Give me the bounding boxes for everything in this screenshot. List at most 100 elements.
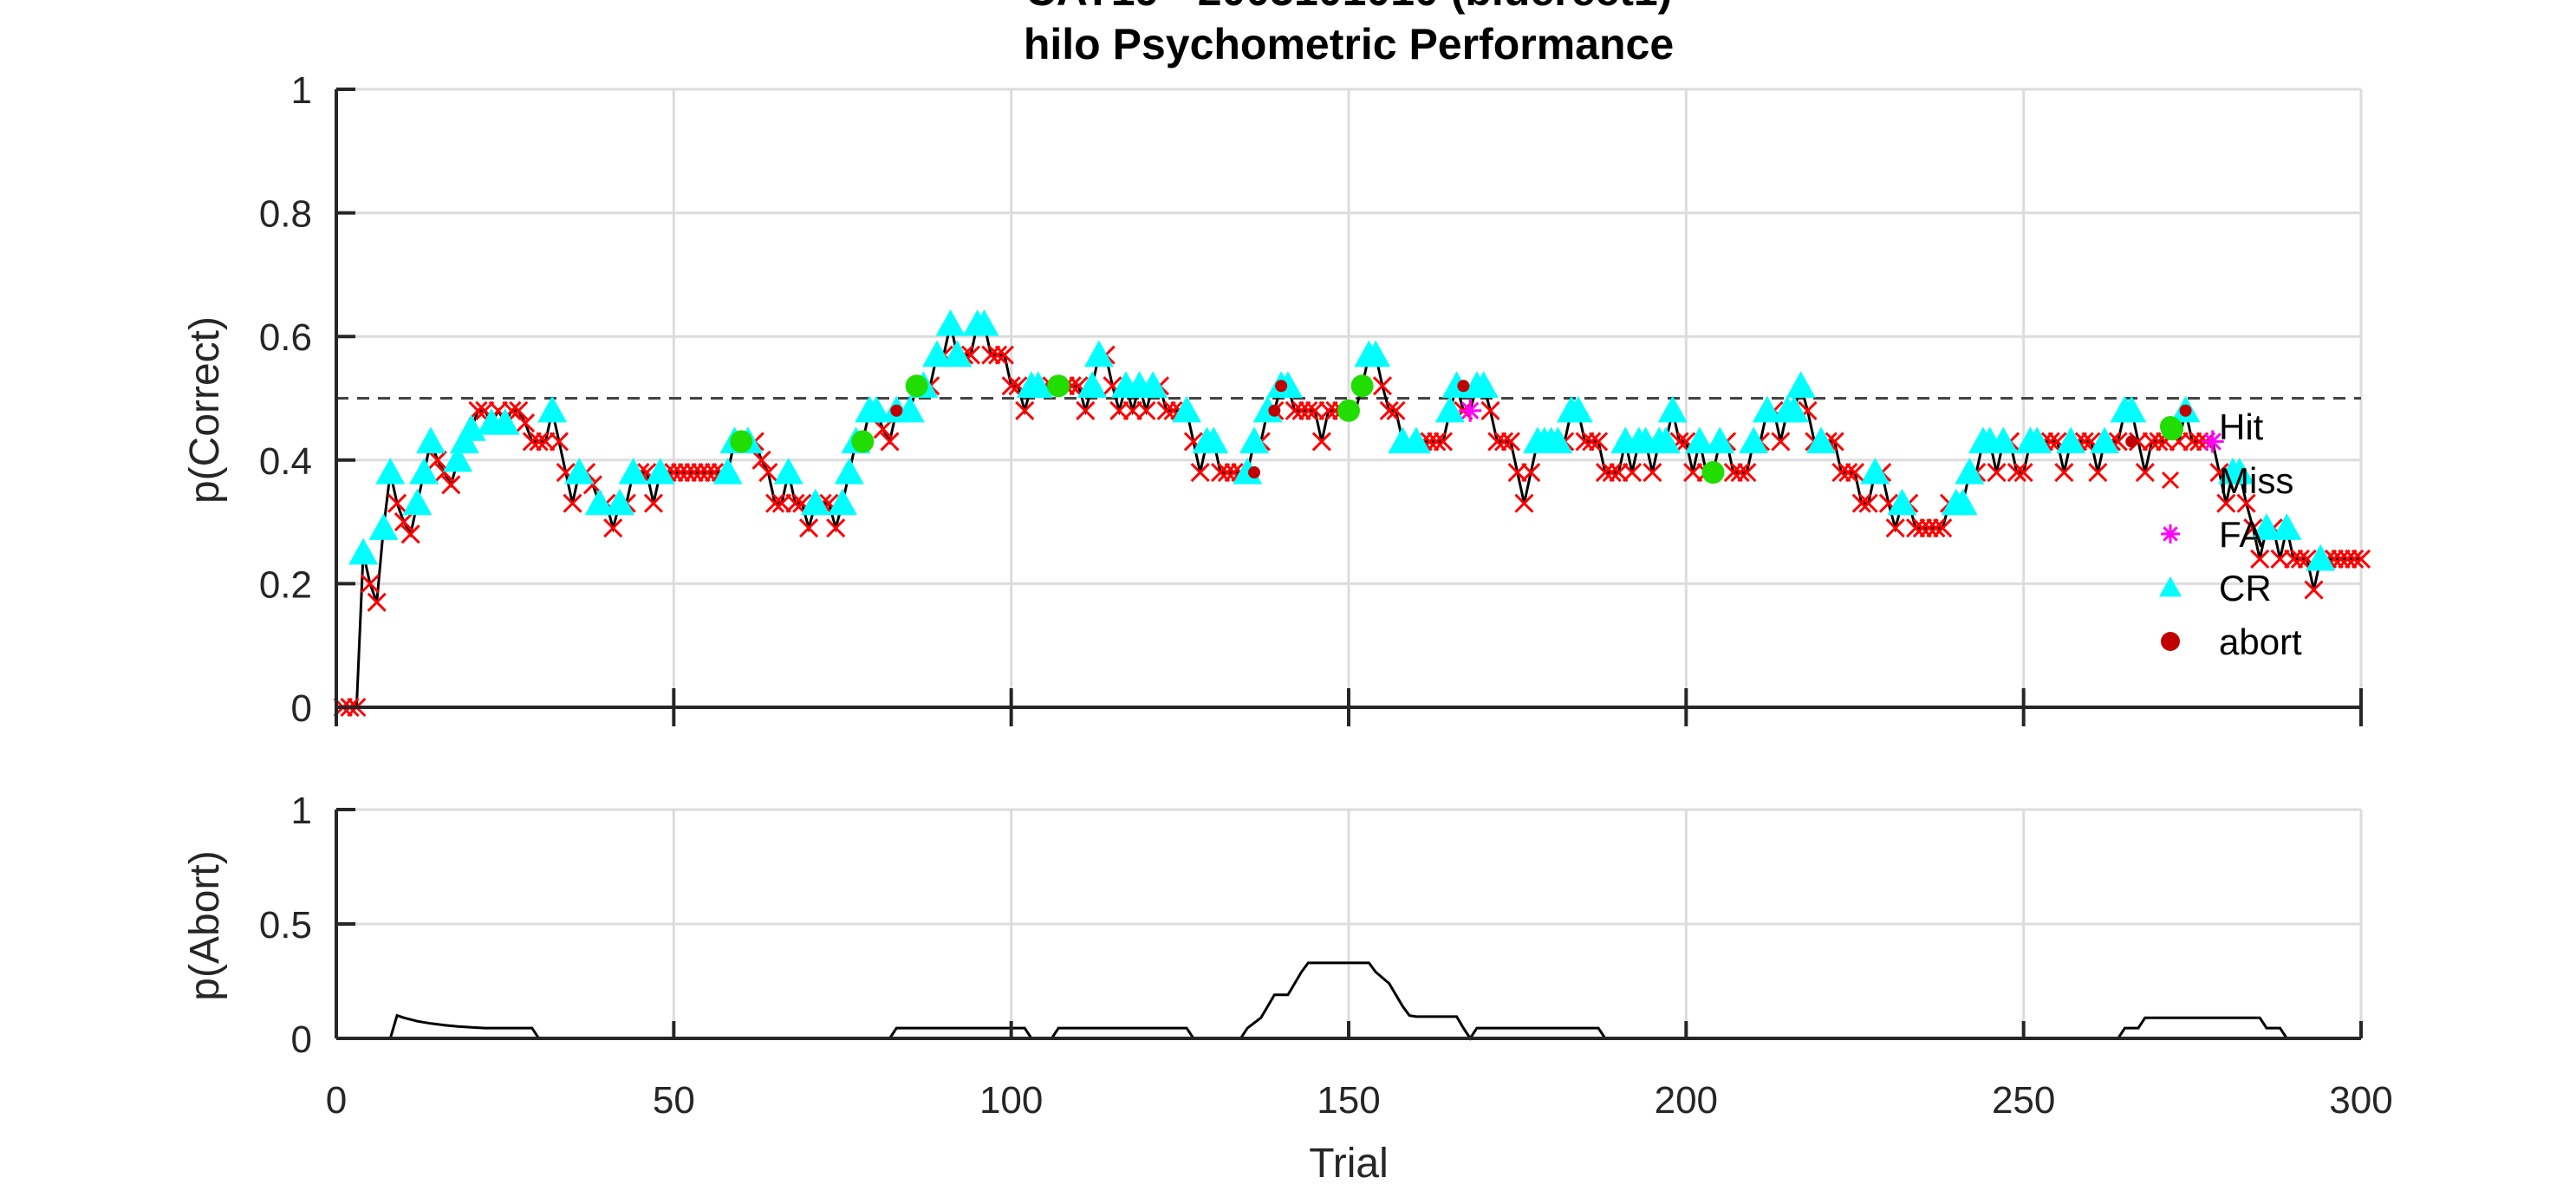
marker-miss: [1933, 518, 1953, 538]
marker-miss: [1851, 493, 1871, 513]
legend-marker-fa: [2161, 524, 2180, 543]
marker-miss: [1858, 493, 1878, 513]
marker-miss-stroke-b: [1156, 400, 1176, 420]
marker-miss-stroke-b: [549, 432, 569, 452]
marker-miss-stroke-b: [400, 524, 420, 544]
bottom-axes: 00.51 0 50 100 150 200 250 300 p(Abort) Trial: [182, 790, 2393, 1184]
marker-cr: [942, 340, 973, 368]
marker-miss: [785, 493, 805, 513]
marker-miss: [2054, 462, 2074, 483]
marker-miss: [1427, 432, 1447, 452]
marker-miss: [1210, 462, 1231, 483]
marker-miss-stroke-b: [1676, 432, 1696, 452]
marker-hit: [905, 374, 928, 398]
marker-miss: [1589, 432, 1609, 452]
marker-cr: [1948, 488, 1978, 516]
marker-fa: [2201, 430, 2224, 453]
marker-miss: [2013, 462, 2033, 483]
marker-miss-stroke-b: [582, 475, 602, 495]
marker-miss-stroke-b: [1379, 400, 1399, 420]
chart-title-line1: CAT19 - 2005101010 (bluerect1): [1025, 0, 1673, 15]
marker-cr: [402, 488, 433, 516]
marker-abort: [2179, 404, 2192, 417]
marker-miss: [1487, 432, 1507, 452]
marker-miss-stroke-b: [981, 345, 1001, 365]
marker-abort: [1247, 466, 1260, 479]
marker-miss: [1109, 400, 1129, 420]
marker-miss: [1602, 462, 1622, 483]
marker-miss-stroke-b: [792, 493, 812, 513]
marker-cr: [564, 458, 595, 485]
marker-miss: [1494, 432, 1514, 452]
marker-miss: [1507, 462, 1527, 483]
marker-miss: [2270, 549, 2290, 569]
marker-miss: [1831, 462, 1851, 483]
bottom-x-tick-label: 250: [1992, 1079, 2055, 1122]
marker-cr: [2306, 543, 2336, 571]
marker-miss: [509, 400, 529, 420]
marker-miss: [981, 345, 1001, 365]
marker-cr: [1172, 395, 1202, 423]
marker-miss-stroke-b: [1912, 518, 1932, 538]
marker-miss-stroke-b: [1844, 462, 1865, 483]
marker-miss-stroke-b: [1987, 462, 2007, 483]
marker-miss-stroke-b: [509, 400, 529, 420]
marker-miss: [529, 432, 549, 452]
marker-miss-stroke-b: [367, 592, 387, 612]
marker-miss-stroke-b: [1885, 518, 1905, 538]
bottom-x-tick-label: 0: [326, 1079, 347, 1122]
marker-miss-stroke-b: [751, 450, 771, 470]
marker-miss-stroke-b: [1771, 432, 1791, 452]
marker-miss: [1723, 462, 1743, 483]
marker-miss: [1372, 376, 1392, 396]
marker-cr: [1563, 395, 1593, 423]
marker-miss: [427, 450, 447, 470]
marker-miss-stroke-b: [1183, 432, 1203, 452]
marker-miss-stroke-b: [1427, 432, 1447, 452]
marker-miss-stroke-b: [1318, 400, 1338, 420]
marker-miss-stroke-b: [1480, 400, 1500, 420]
marker-miss-stroke-b: [684, 462, 704, 483]
marker-cr: [2251, 513, 2281, 540]
marker-miss: [2088, 462, 2108, 483]
marker-cr: [1657, 395, 1688, 423]
marker-miss: [1015, 400, 1035, 420]
marker-miss-stroke-b: [2088, 462, 2108, 483]
marker-miss-stroke-b: [522, 432, 542, 452]
marker-miss-stroke-b: [1433, 432, 1454, 452]
marker-miss-stroke-b: [826, 518, 846, 538]
marker-miss-stroke-b: [2209, 462, 2229, 483]
marker-miss-stroke-b: [2189, 432, 2209, 452]
marker-miss: [1912, 518, 1932, 538]
marker-abort: [1275, 380, 1288, 393]
marker-cr: [1138, 371, 1168, 398]
marker-miss: [1433, 432, 1454, 452]
legend-label-abort: abort: [2219, 621, 2302, 662]
bottom-y-tick-label: 0.5: [259, 904, 312, 947]
marker-miss-stroke-b: [1109, 400, 1129, 420]
marker-miss-stroke-b: [1602, 462, 1622, 483]
marker-miss-stroke-b: [799, 518, 819, 538]
marker-cr: [490, 408, 520, 435]
marker-miss: [1838, 462, 1858, 483]
marker-miss: [1643, 462, 1662, 483]
marker-miss-stroke-b: [603, 518, 623, 538]
marker-miss-stroke-b: [1906, 518, 1926, 538]
marker-cr: [1023, 371, 1053, 398]
marker-miss: [1582, 432, 1602, 452]
marker-cr: [1401, 426, 1431, 454]
top-y-tick-label: 0.4: [259, 440, 312, 483]
marker-miss-stroke-b: [1595, 462, 1615, 483]
marker-miss-stroke-b: [1122, 400, 1142, 420]
marker-hit: [851, 430, 875, 453]
marker-miss-stroke-b: [2284, 549, 2304, 569]
marker-miss-stroke-b: [1507, 462, 1527, 483]
legend-label-cr: CR: [2219, 568, 2272, 608]
marker-miss-stroke-b: [1163, 400, 1183, 420]
marker-cr: [861, 395, 891, 423]
marker-cr: [1887, 488, 1917, 516]
marker-miss: [994, 345, 1014, 365]
marker-miss: [394, 512, 413, 532]
marker-cr: [773, 458, 803, 485]
marker-miss: [2250, 549, 2270, 569]
